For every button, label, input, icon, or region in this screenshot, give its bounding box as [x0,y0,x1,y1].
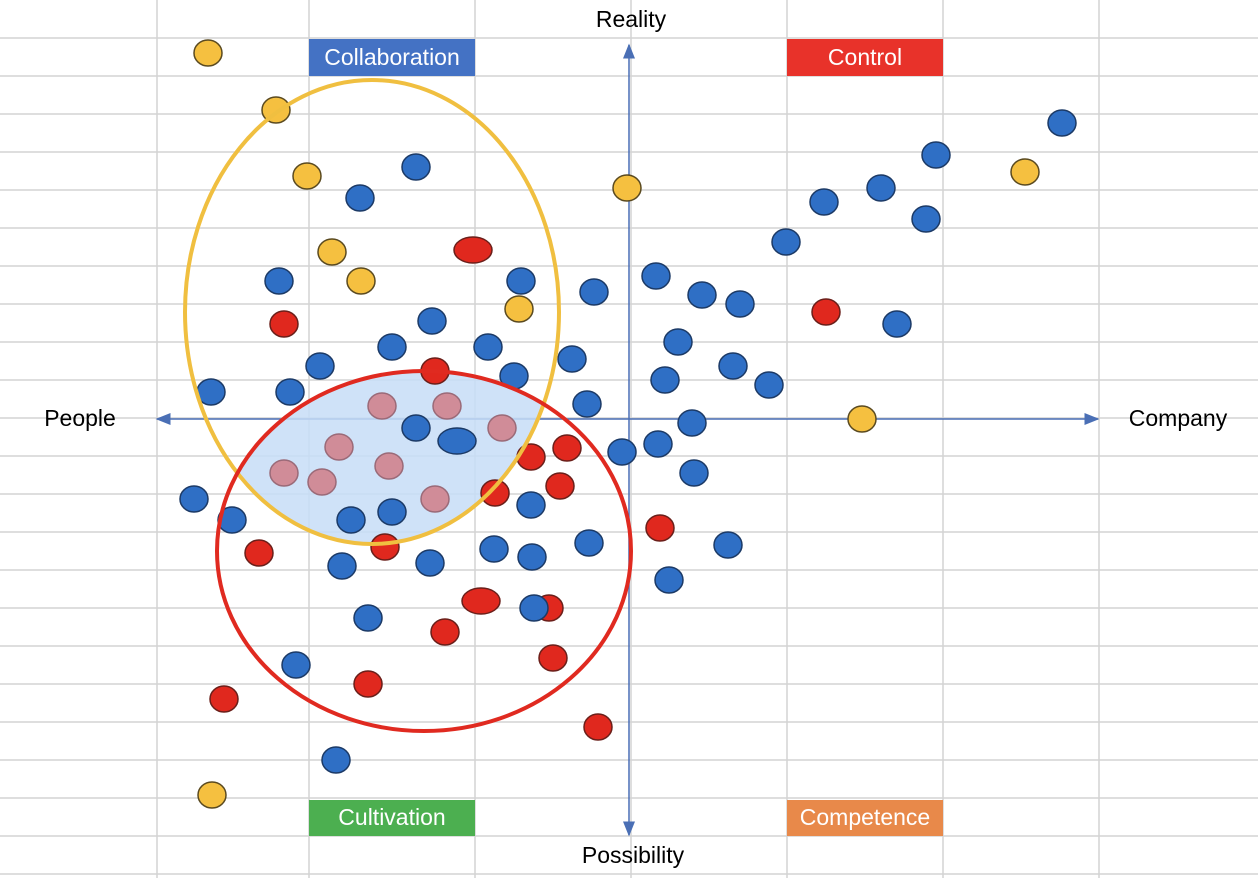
quadrant-box [309,800,475,836]
quadrant-label: Collaboration [324,44,460,70]
blue-dot [754,371,784,399]
blue-dot [679,459,709,487]
blue-dot [654,566,684,594]
blue-dot [281,651,311,679]
pink-dot [487,414,517,442]
red-dot [545,472,575,500]
red-dot [516,443,546,471]
blue-dot [377,498,407,526]
blue-dot [650,366,680,394]
red-dot [353,670,383,698]
blue-dot [264,267,294,295]
yellow-dot [612,174,642,202]
yellow-dot [292,162,322,190]
blue-dot [516,491,546,519]
blue-dot [557,345,587,373]
pink-dot [307,468,337,496]
blue-dot [911,205,941,233]
pink-dot [269,459,299,487]
pink-dot [374,452,404,480]
blue-dot [353,604,383,632]
pink-dot [420,485,450,513]
blue-dot [479,535,509,563]
red-dot [552,434,582,462]
pink-dot [367,392,397,420]
blue-dot [771,228,801,256]
blue-dot [687,281,717,309]
blue-dot [866,174,896,202]
blue-dot [415,549,445,577]
axis-label: Possibility [582,842,685,868]
blue-dot [882,310,912,338]
blue-dot [377,333,407,361]
blue-dot [179,485,209,513]
blue-dot [417,307,447,335]
blue-dot [473,333,503,361]
quadrant-label: Competence [800,804,930,830]
red-dot [480,479,510,507]
blue-dot [677,409,707,437]
blue-dot [519,594,549,622]
blue-dot [345,184,375,212]
blue-dot [217,506,247,534]
red-dot [811,298,841,326]
blue-dot [1047,109,1077,137]
pink-dot [324,433,354,461]
red-dot [244,539,274,567]
quadrant-box [787,39,943,76]
blue-dot [506,267,536,295]
blue-dot [921,141,951,169]
yellow-dot [193,39,223,67]
blue-dot [663,328,693,356]
blue-dot [643,430,673,458]
blue-dot [321,746,351,774]
blue-dot [437,427,477,455]
blue-dot [607,438,637,466]
yellow-dot [317,238,347,266]
blue-dot [327,552,357,580]
blue-dot [401,414,431,442]
red-dot [430,618,460,646]
red-dot [645,514,675,542]
blue-dot [336,506,366,534]
blue-dot [713,531,743,559]
red-dot [269,310,299,338]
yellow-dot [346,267,376,295]
axis-label: Reality [596,6,667,32]
blue-dot [572,390,602,418]
quadrant-box [787,800,943,836]
red-dot [370,533,400,561]
blue-dot [574,529,604,557]
red-dot [461,587,501,615]
red-dot [453,236,493,264]
possibility-ellipse [215,369,633,733]
blue-dot [517,543,547,571]
blue-dot [305,352,335,380]
dots [179,39,1077,809]
quadrant-box [309,39,475,76]
axis-label: Company [1129,405,1228,431]
blue-dot [641,262,671,290]
blue-dot [579,278,609,306]
yellow-dot [504,295,534,323]
blue-dot [275,378,305,406]
blue-dot [401,153,431,181]
red-dot [209,685,239,713]
blue-dot [725,290,755,318]
quadrant-label: Control [828,44,902,70]
blue-dot [809,188,839,216]
axis-label: People [44,405,116,431]
yellow-dot [847,405,877,433]
red-dot [538,644,568,672]
blue-dot [718,352,748,380]
quadrant-label: Cultivation [338,804,445,830]
yellow-dot [1010,158,1040,186]
red-dot [583,713,613,741]
people-ellipse [183,78,561,546]
yellow-dot [197,781,227,809]
pink-dot [432,392,462,420]
